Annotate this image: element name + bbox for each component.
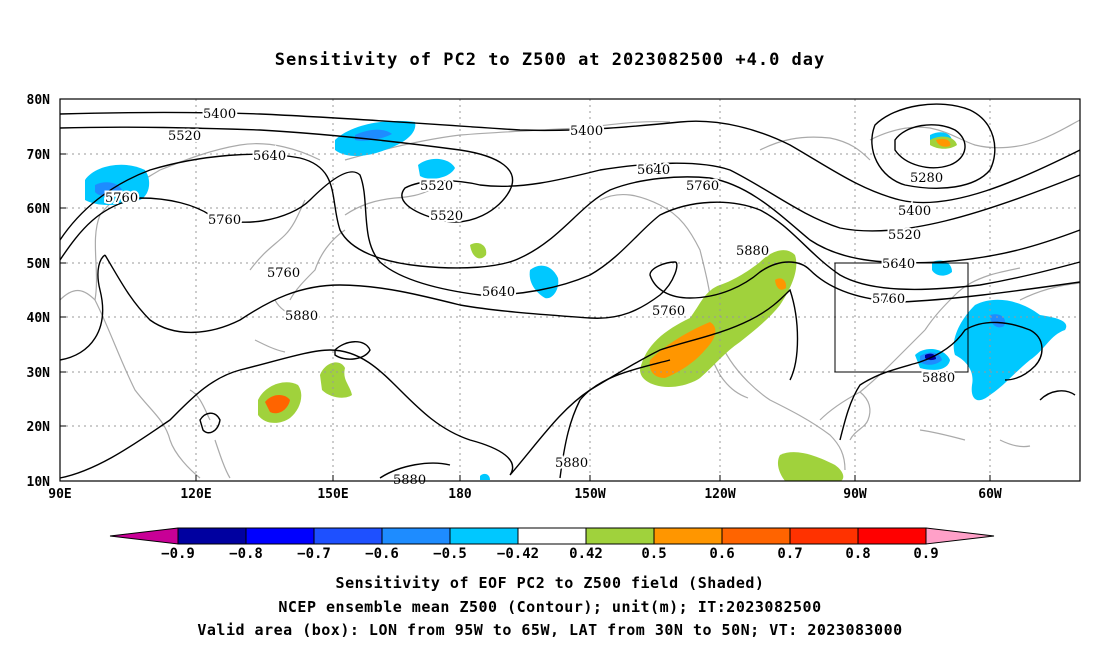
neg-region-atlantic xyxy=(953,299,1067,401)
contour-labels: 5400 5520 5640 5760 5760 5520 5520 5400 … xyxy=(103,105,957,490)
colorbar-label: 0.42 xyxy=(569,546,603,562)
colorbar-label: 0.7 xyxy=(777,546,802,562)
lon-label: 90E xyxy=(48,487,71,502)
lat-axis-labels: 80N 70N 60N 50N 40N 30N 20N 10N xyxy=(27,93,51,490)
contour-label: 5760 xyxy=(652,304,685,319)
contour-label: 5520 xyxy=(420,179,453,194)
contour-label: 5760 xyxy=(267,266,300,281)
lat-label: 50N xyxy=(27,257,51,272)
contour-label: 5880 xyxy=(555,456,588,471)
colorbar-label: 0.8 xyxy=(845,546,870,562)
lon-label: 120W xyxy=(704,487,735,502)
lon-label: 60W xyxy=(978,487,1002,502)
colorbar-segment xyxy=(857,527,927,545)
lon-label: 150E xyxy=(317,487,348,502)
coastlines xyxy=(59,119,1081,479)
colorbar-segment xyxy=(585,527,655,545)
colorbar-label: −0.5 xyxy=(433,546,467,562)
colorbar-label: −0.6 xyxy=(365,546,399,562)
lat-label: 70N xyxy=(27,148,51,163)
colorbar-label: 0.5 xyxy=(641,546,666,562)
colorbar-label: 0.9 xyxy=(913,546,938,562)
colorbar-label: −0.42 xyxy=(497,546,539,562)
lat-label: 20N xyxy=(27,420,51,435)
plot-frame xyxy=(59,98,1081,482)
colorbar-segment xyxy=(653,527,723,545)
contour-label: 5760 xyxy=(686,179,719,194)
colorbar-segment xyxy=(245,527,315,545)
lat-label: 60N xyxy=(27,202,51,217)
contour-label: 5640 xyxy=(253,149,286,164)
lat-label: 80N xyxy=(27,93,51,108)
colorbar: −0.9 −0.8 −0.7 −0.6 −0.5 −0.42 0.42 0.5 0.6 0.7 0.… xyxy=(109,527,995,562)
contour-label: 5520 xyxy=(168,129,201,144)
colorbar-segment xyxy=(449,527,519,545)
caption-line-2: NCEP ensemble mean Z500 (Contour); unit(… xyxy=(278,598,822,616)
caption-line-3: Valid area (box): LON from 95W to 65W, L… xyxy=(197,621,903,639)
contour-label: 5760 xyxy=(208,213,241,228)
lon-label: 150W xyxy=(574,487,605,502)
contour-label: 5640 xyxy=(637,163,670,178)
contour-label: 5280 xyxy=(910,171,943,186)
contour-label: 5400 xyxy=(570,124,603,139)
lat-label: 30N xyxy=(27,366,51,381)
lon-label: 120E xyxy=(180,487,211,502)
shaded-sensitivity xyxy=(85,120,1067,481)
plot-title: Sensitivity of PC2 to Z500 at 2023082500… xyxy=(274,50,826,70)
contour-label: 5880 xyxy=(922,371,955,386)
contour-label: 5520 xyxy=(888,228,921,243)
colorbar-label: −0.9 xyxy=(161,546,195,562)
contour-label: 5880 xyxy=(736,244,769,259)
valid-area-box xyxy=(834,262,969,373)
contour-label: 5640 xyxy=(482,285,515,300)
lon-label: 180 xyxy=(448,487,472,502)
colorbar-segment xyxy=(789,527,859,545)
colorbar-segment xyxy=(381,527,451,545)
lat-label: 10N xyxy=(27,475,51,490)
axis-ticks xyxy=(60,98,991,481)
lon-label: 90W xyxy=(843,487,867,502)
lat-label: 40N xyxy=(27,311,51,326)
contour-label: 5760 xyxy=(872,292,905,307)
z500-contours xyxy=(59,103,1081,479)
colorbar-segment xyxy=(517,527,587,545)
colorbar-label: 0.6 xyxy=(709,546,734,562)
contour-label: 5400 xyxy=(203,107,236,122)
colorbar-high-triangle xyxy=(925,527,995,545)
colorbar-segment xyxy=(313,527,383,545)
colorbar-label: −0.7 xyxy=(297,546,331,562)
caption-line-1: Sensitivity of EOF PC2 to Z500 field (Sh… xyxy=(335,574,765,592)
colorbar-low-triangle xyxy=(109,527,179,545)
colorbar-label: −0.8 xyxy=(229,546,263,562)
contour-label: 5760 xyxy=(105,191,138,206)
colorbar-segment xyxy=(721,527,791,545)
contour-label: 5880 xyxy=(285,309,318,324)
colorbar-segment xyxy=(177,527,247,545)
contour-label: 5640 xyxy=(882,257,915,272)
plot-area: 5400 5520 5640 5760 5760 5520 5520 5400 … xyxy=(59,98,1081,490)
contour-label: 5400 xyxy=(898,204,931,219)
contour-label: 5520 xyxy=(430,209,463,224)
lon-axis-labels: 90E 120E 150E 180 150W 120W 90W 60W xyxy=(48,487,1002,502)
